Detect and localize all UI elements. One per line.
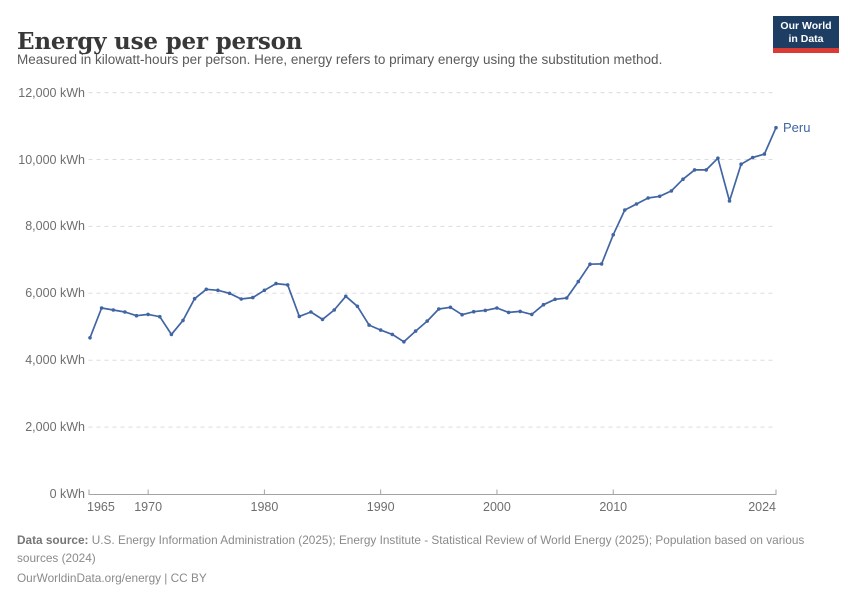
- data-point-marker: [413, 329, 418, 333]
- data-point-marker: [181, 318, 185, 323]
- data-point-marker: [762, 152, 767, 156]
- data-point-marker: [599, 262, 604, 266]
- data-point-marker: [251, 295, 255, 300]
- x-axis-tick-label: 2000: [483, 500, 511, 514]
- data-point-marker: [169, 332, 174, 337]
- y-axis-tick-label: 10,000 kWh: [18, 152, 85, 167]
- y-axis-tick-label: 0 kWh: [49, 487, 85, 501]
- data-point-marker: [634, 202, 639, 206]
- x-axis-tick-label: 1970: [134, 500, 163, 514]
- data-point-marker: [727, 199, 732, 203]
- data-point-marker: [541, 302, 546, 307]
- owid-logo-line1: Our World: [780, 20, 832, 32]
- data-point-marker: [460, 312, 464, 317]
- data-point-marker: [99, 306, 104, 310]
- data-point-marker: [553, 297, 557, 302]
- y-axis-tick-label: 4,000 kWh: [25, 353, 85, 368]
- data-point-marker: [518, 309, 522, 314]
- data-point-marker: [111, 308, 116, 312]
- data-point-marker: [216, 288, 220, 293]
- y-axis-tick-label: 12,000 kWh: [18, 85, 85, 100]
- trend-line: [89, 126, 777, 343]
- data-point-marker: [227, 291, 232, 296]
- data-point-marker: [692, 168, 697, 172]
- data-point-marker: [309, 310, 313, 314]
- data-point-marker: [425, 319, 430, 323]
- data-point-marker: [297, 314, 302, 319]
- page-title: Energy use per person: [17, 28, 303, 56]
- x-axis-tick-label: 1980: [250, 500, 279, 514]
- data-point-marker: [657, 194, 662, 199]
- data-point-marker: [285, 283, 290, 287]
- data-point-marker: [495, 306, 499, 310]
- data-point-marker: [564, 296, 569, 300]
- data-point-marker: [390, 332, 395, 337]
- data-point-marker: [739, 162, 743, 166]
- data-point-marker: [471, 309, 476, 314]
- data-point-marker: [320, 317, 325, 322]
- data-source-line: Data source: U.S. Energy Information Adm…: [17, 531, 829, 567]
- x-axis-tick-label: 2010: [599, 500, 628, 514]
- data-point-marker: [669, 189, 674, 193]
- data-point-marker: [530, 312, 534, 317]
- data-point-marker: [146, 312, 150, 317]
- data-source-label: Data source:: [17, 533, 89, 547]
- data-point-marker: [704, 168, 708, 172]
- data-point-marker: [192, 296, 197, 301]
- x-axis-tick-label: 2024: [748, 500, 776, 514]
- data-point-marker: [204, 287, 209, 292]
- data-point-marker: [750, 155, 755, 160]
- y-axis-tick-label: 2,000 kWh: [25, 420, 85, 435]
- data-point-marker: [367, 323, 371, 327]
- owid-logo[interactable]: Our World in Data: [773, 16, 839, 53]
- data-point-marker: [774, 125, 778, 130]
- chart-footer: Data source: U.S. Energy Information Adm…: [17, 531, 829, 587]
- owid-energy-link[interactable]: OurWorldinData.org/energy | CC BY: [17, 571, 207, 585]
- owid-logo-line2: in Data: [788, 32, 824, 45]
- data-point-marker: [88, 336, 92, 340]
- data-point-marker: [332, 308, 337, 312]
- data-point-marker: [611, 233, 615, 237]
- data-point-marker: [402, 340, 406, 344]
- data-point-marker: [448, 305, 453, 310]
- data-point-marker: [716, 156, 720, 160]
- data-point-marker: [483, 308, 488, 313]
- data-point-marker: [646, 196, 650, 200]
- data-point-marker: [262, 288, 267, 293]
- data-point-marker: [623, 208, 627, 212]
- y-axis-tick-label: 8,000 kWh: [25, 219, 85, 234]
- data-point-marker: [588, 262, 592, 267]
- data-point-marker: [123, 310, 127, 314]
- chart-subtitle: Measured in kilowatt-hours per person. H…: [17, 52, 663, 67]
- data-point-marker: [134, 313, 139, 318]
- data-point-marker: [681, 177, 685, 181]
- data-point-marker: [274, 281, 278, 286]
- data-point-marker: [506, 310, 511, 315]
- license-line: OurWorldinData.org/energy | CC BY: [17, 569, 829, 587]
- data-point-marker: [355, 304, 360, 309]
- data-point-marker: [576, 279, 581, 284]
- data-source-text: U.S. Energy Information Administration (…: [17, 533, 805, 565]
- x-axis-tick-label: 1965: [87, 500, 115, 514]
- x-axis-tick-label: 1990: [366, 500, 395, 514]
- data-point-marker: [239, 297, 243, 301]
- data-point-marker: [158, 314, 162, 319]
- entity-label: Peru: [783, 119, 811, 135]
- data-point-marker: [437, 307, 441, 311]
- data-point-marker: [344, 294, 348, 299]
- data-point-marker: [378, 328, 383, 332]
- y-axis-tick-label: 6,000 kWh: [25, 286, 85, 301]
